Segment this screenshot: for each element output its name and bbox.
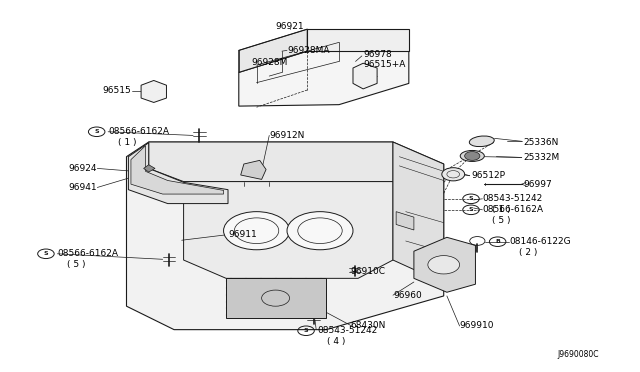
- Text: S: S: [44, 251, 48, 256]
- Text: ( 4 ): ( 4 ): [327, 337, 346, 346]
- Ellipse shape: [469, 136, 494, 147]
- Text: 08566-6162A: 08566-6162A: [108, 127, 169, 136]
- Text: 96928M: 96928M: [252, 58, 288, 67]
- Text: S: S: [94, 129, 99, 134]
- Text: 08146-6122G: 08146-6122G: [509, 237, 571, 246]
- Polygon shape: [143, 165, 155, 172]
- Text: 96941: 96941: [68, 183, 97, 192]
- Text: 08543-51242: 08543-51242: [317, 326, 378, 335]
- Text: J9690080C: J9690080C: [557, 350, 599, 359]
- Text: 96978: 96978: [363, 50, 392, 59]
- Circle shape: [287, 212, 353, 250]
- Text: 08566-6162A: 08566-6162A: [58, 249, 118, 258]
- Text: 96912N: 96912N: [269, 131, 305, 140]
- Text: 96921: 96921: [275, 22, 304, 31]
- Text: S: S: [304, 328, 308, 333]
- Text: 96928MA: 96928MA: [287, 46, 330, 55]
- Polygon shape: [131, 146, 223, 194]
- Polygon shape: [148, 142, 393, 182]
- Polygon shape: [129, 143, 228, 203]
- Polygon shape: [393, 142, 444, 283]
- Polygon shape: [414, 237, 476, 292]
- Polygon shape: [353, 63, 377, 89]
- Text: ( 1 ): ( 1 ): [118, 138, 136, 147]
- Text: 08566-6162A: 08566-6162A: [483, 205, 543, 214]
- Text: B: B: [495, 239, 500, 244]
- Text: 25332M: 25332M: [523, 153, 559, 162]
- Text: S: S: [468, 207, 474, 212]
- Circle shape: [442, 168, 465, 181]
- Polygon shape: [396, 212, 414, 230]
- Text: 96910C: 96910C: [351, 266, 385, 276]
- Text: 68430N: 68430N: [351, 321, 386, 330]
- Text: 96512P: 96512P: [471, 171, 505, 180]
- Text: 96960: 96960: [393, 291, 422, 300]
- Text: 96924: 96924: [68, 164, 97, 173]
- Text: 25336N: 25336N: [523, 138, 558, 147]
- Polygon shape: [307, 29, 409, 51]
- Polygon shape: [184, 182, 393, 278]
- Text: 96997: 96997: [523, 180, 552, 189]
- Polygon shape: [241, 160, 266, 179]
- Circle shape: [223, 212, 289, 250]
- Text: 96911: 96911: [228, 230, 257, 239]
- Text: ( 5 ): ( 5 ): [67, 260, 85, 269]
- Text: 96515+A: 96515+A: [363, 60, 406, 69]
- Text: 96515: 96515: [102, 86, 131, 95]
- Text: ( 2 ): ( 2 ): [518, 248, 537, 257]
- Text: ( 1 ): ( 1 ): [492, 205, 511, 214]
- Text: ( 5 ): ( 5 ): [492, 216, 511, 225]
- Polygon shape: [127, 142, 444, 330]
- Polygon shape: [239, 29, 307, 73]
- Text: 969910: 969910: [460, 321, 494, 330]
- Text: 08543-51242: 08543-51242: [483, 194, 543, 203]
- Ellipse shape: [460, 150, 484, 161]
- Polygon shape: [141, 80, 166, 102]
- Text: S: S: [468, 196, 474, 201]
- Circle shape: [428, 256, 460, 274]
- Circle shape: [465, 151, 480, 160]
- Polygon shape: [226, 278, 326, 318]
- Polygon shape: [239, 51, 409, 106]
